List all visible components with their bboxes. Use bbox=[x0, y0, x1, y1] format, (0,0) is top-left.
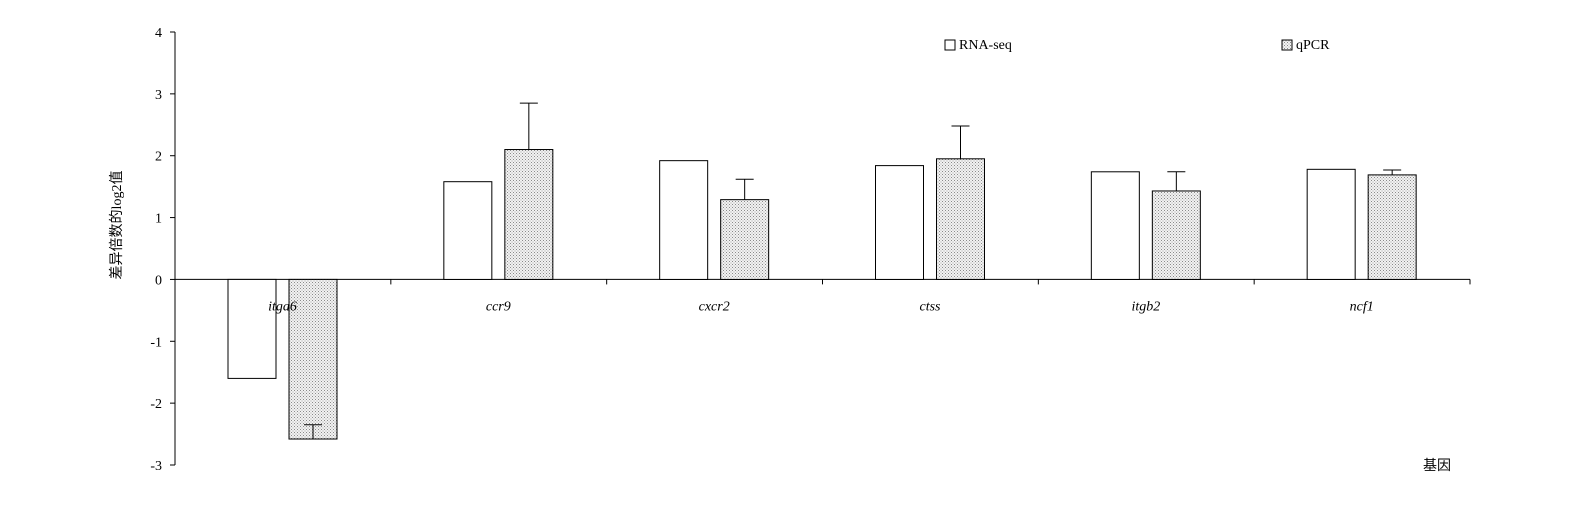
y-tick-label: -3 bbox=[150, 459, 162, 474]
y-axis: 4 3 2 1 0 -1 -2 -3 bbox=[150, 26, 176, 474]
legend-label-rna-seq: RNA-seq bbox=[959, 38, 1012, 53]
bar-qpcr-cxcr2 bbox=[720, 199, 770, 280]
legend-label-qpcr: qPCR bbox=[1296, 38, 1330, 53]
bar-rna-seq-ctss bbox=[875, 165, 924, 280]
x-axis bbox=[174, 278, 1471, 285]
category-labels: itga6 ccr9 cxcr2 ctss itgb2 ncf1 bbox=[268, 299, 1374, 314]
category-label-cxcr2: cxcr2 bbox=[699, 299, 730, 314]
bar-qpcr-itga6 bbox=[288, 278, 338, 440]
bar-rna-seq-ncf1 bbox=[1306, 168, 1356, 280]
category-label-ccr9: ccr9 bbox=[486, 299, 511, 314]
category-label-ncf1: ncf1 bbox=[1350, 299, 1374, 314]
category-label-ctss: ctss bbox=[920, 299, 942, 314]
bar-qpcr-itgb2 bbox=[1151, 190, 1201, 280]
y-tick-label: -1 bbox=[150, 335, 162, 350]
legend-swatch-qpcr bbox=[1281, 39, 1293, 51]
y-tick-label: 4 bbox=[155, 26, 162, 41]
bar-qpcr-ncf1 bbox=[1367, 174, 1417, 280]
category-label-itgb2: itgb2 bbox=[1131, 299, 1160, 314]
legend-swatch-rna-seq bbox=[944, 39, 956, 51]
y-axis-title: 差异倍数的log2值 bbox=[109, 171, 125, 280]
bar-qpcr-ccr9 bbox=[504, 149, 554, 280]
bar-rna-seq-ccr9 bbox=[443, 181, 493, 280]
bar-rna-seq-cxcr2 bbox=[659, 160, 709, 280]
legend: RNA-seq qPCR bbox=[944, 38, 1330, 53]
bar-qpcr-ctss bbox=[936, 158, 985, 280]
y-tick-label: 2 bbox=[155, 150, 162, 165]
bar-rna-seq-itga6 bbox=[227, 278, 277, 379]
x-axis-title: 基因 bbox=[1423, 457, 1451, 474]
y-tick-label: -2 bbox=[150, 397, 162, 412]
bar-rna-seq-itgb2 bbox=[1090, 171, 1140, 280]
error-bars bbox=[304, 102, 1402, 440]
bars bbox=[227, 149, 1417, 440]
y-tick-label: 1 bbox=[155, 212, 162, 227]
category-label-itga6: itga6 bbox=[268, 299, 297, 314]
y-tick-label: 3 bbox=[155, 88, 162, 103]
y-tick-label: 0 bbox=[155, 273, 162, 288]
